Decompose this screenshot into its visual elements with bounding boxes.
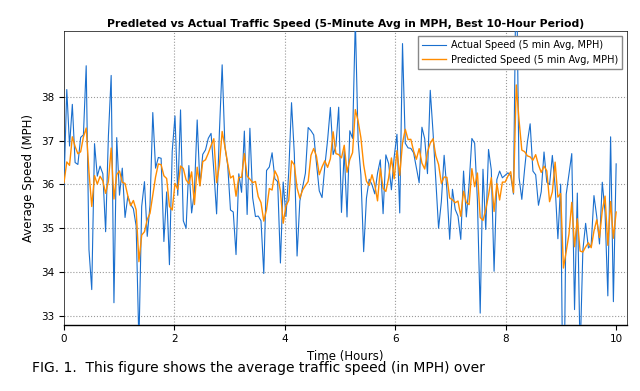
Predicted Speed (5 min Avg, MPH) [163, 176, 170, 181]
Actual Speed (5 min Avg, MPH) [93, 174, 101, 179]
X-axis label: Time (Hours): Time (Hours) [307, 350, 384, 363]
Actual Speed (5 min Avg, MPH) [83, 63, 90, 68]
Predicted Speed (5 min Avg, MPH) [93, 182, 101, 187]
Predicted Speed (5 min Avg, MPH) [513, 83, 520, 87]
Actual Speed (5 min Avg, MPH) [590, 193, 598, 198]
Actual Speed (5 min Avg, MPH) [60, 183, 68, 188]
Predicted Speed (5 min Avg, MPH) [207, 143, 215, 148]
Predicted Speed (5 min Avg, MPH) [571, 244, 579, 249]
Predicted Speed (5 min Avg, MPH) [559, 266, 567, 271]
Legend: Actual Speed (5 min Avg, MPH), Predicted Speed (5 min Avg, MPH): Actual Speed (5 min Avg, MPH), Predicted… [418, 36, 622, 69]
Line: Actual Speed (5 min Avg, MPH): Actual Speed (5 min Avg, MPH) [64, 0, 616, 391]
Actual Speed (5 min Avg, MPH) [163, 190, 170, 194]
Predicted Speed (5 min Avg, MPH) [590, 229, 598, 233]
Predicted Speed (5 min Avg, MPH) [83, 126, 90, 130]
Title: Predleted vs Actual Traffic Speed (5-Minute Avg in MPH, Best 10-Hour Period): Predleted vs Actual Traffic Speed (5-Min… [107, 19, 584, 29]
Line: Predicted Speed (5 min Avg, MPH): Predicted Speed (5 min Avg, MPH) [64, 85, 616, 268]
Predicted Speed (5 min Avg, MPH) [612, 210, 620, 214]
Actual Speed (5 min Avg, MPH) [207, 131, 215, 136]
Predicted Speed (5 min Avg, MPH) [60, 181, 68, 185]
Y-axis label: Average Speed (MPH): Average Speed (MPH) [22, 114, 35, 242]
Text: FIG. 1.  This figure shows the average traffic speed (in MPH) over: FIG. 1. This figure shows the average tr… [32, 361, 485, 375]
Actual Speed (5 min Avg, MPH) [571, 307, 579, 312]
Actual Speed (5 min Avg, MPH) [612, 161, 620, 166]
